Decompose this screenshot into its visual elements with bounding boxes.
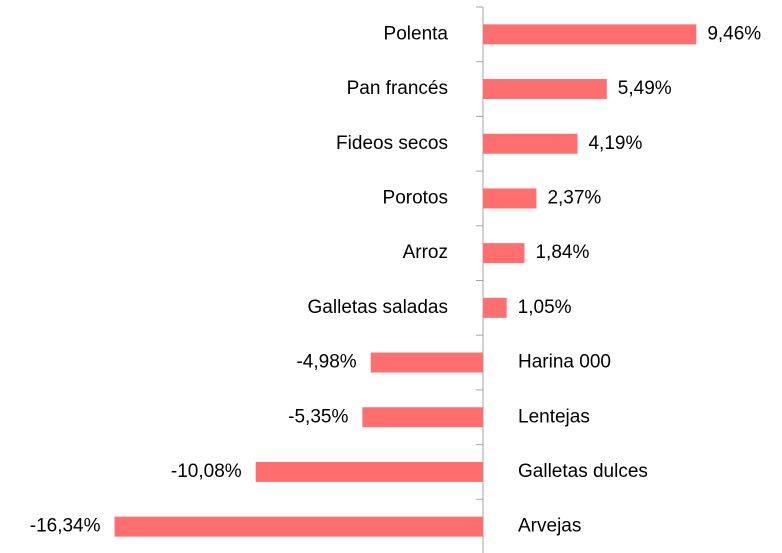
bar <box>114 516 484 537</box>
category-label: Arroz <box>403 242 448 263</box>
value-label: -16,34% <box>30 516 101 537</box>
category-label: Fideos secos <box>336 133 448 154</box>
bar <box>483 79 607 100</box>
value-label: 4,19% <box>588 133 642 154</box>
value-label: 5,49% <box>618 78 672 99</box>
value-label: -4,98% <box>296 352 356 373</box>
category-label: Galletas dulces <box>518 461 648 482</box>
bar <box>483 133 578 154</box>
category-label: Polenta <box>384 23 449 44</box>
value-label: -5,35% <box>288 406 348 427</box>
category-label: Harina 000 <box>518 352 611 373</box>
value-label: 9,46% <box>707 23 761 44</box>
bar <box>483 297 507 318</box>
value-label: 2,37% <box>547 187 601 208</box>
bar <box>255 461 483 482</box>
value-label: -10,08% <box>171 461 242 482</box>
value-label: 1,05% <box>518 297 572 318</box>
bar <box>483 243 525 264</box>
bar <box>483 188 537 209</box>
bar <box>370 352 483 373</box>
category-label: Galletas saladas <box>308 297 448 318</box>
bar <box>483 24 697 45</box>
category-label: Lentejas <box>518 406 590 427</box>
category-label: Porotos <box>383 187 448 208</box>
bar <box>362 407 483 428</box>
category-label: Arvejas <box>518 516 581 537</box>
value-label: 1,84% <box>535 242 589 263</box>
category-label: Pan francés <box>347 78 448 99</box>
